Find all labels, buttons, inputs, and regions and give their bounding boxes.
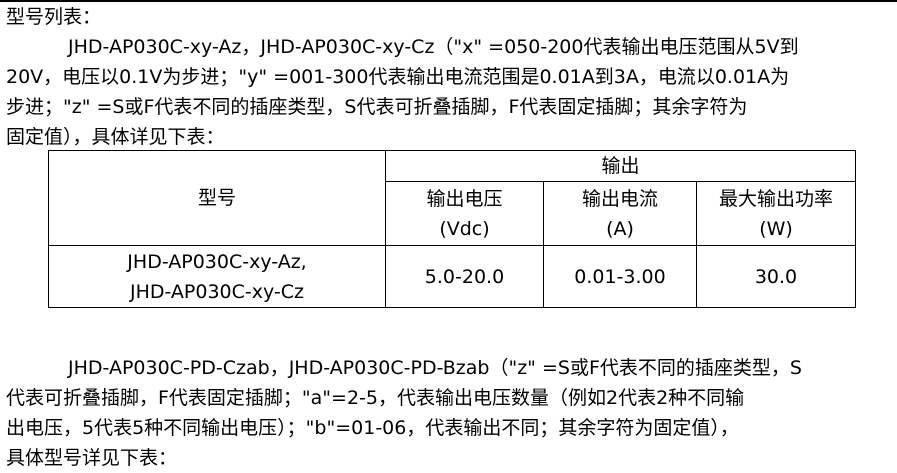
- text-line: JHD-AP030C-PD-Czab，JHD-AP030C-PD-Bzab（"z…: [68, 357, 802, 379]
- text-line: 代表可折叠插脚，F代表固定插脚；"a"=2-5，代表输出电压数量（例如2代表2种…: [6, 387, 745, 409]
- section-paragraph-2: JHD-AP030C-PD-Czab，JHD-AP030C-PD-Bzab（"z…: [6, 353, 886, 473]
- model-table: 型号 输出 输出电压 (Vdc) 输出电流 (A) 最大输出功率 (W) JHD-AP…: [48, 150, 856, 308]
- text-line: 具体型号详见下表：: [6, 447, 178, 469]
- power-cell: 30.0: [696, 245, 856, 308]
- current-header: 输出电流 (A): [543, 181, 697, 246]
- current-cell: 0.01-3.00: [543, 245, 697, 308]
- voltage-header: 输出电压 (Vdc): [385, 181, 544, 246]
- voltage-cell: 5.0-20.0: [385, 245, 544, 308]
- text-line: 固定值），具体详见下表：: [6, 126, 225, 148]
- section-paragraph-1: 型号列表： JHD-AP030C-xy-Az，JHD-AP030C-xy-Cz（…: [6, 2, 886, 152]
- model-header: 型号: [48, 150, 386, 246]
- top-border: [0, 0, 897, 2]
- section-heading: 型号列表：: [6, 6, 102, 28]
- text-line: 步进；"z" =S或F代表不同的插座类型，S代表可折叠插脚，F代表固定插脚；其余…: [6, 96, 748, 118]
- model-cell: JHD-AP030C-xy-Az, JHD-AP030C-xy-Cz: [48, 245, 386, 308]
- text-line: JHD-AP030C-xy-Az，JHD-AP030C-xy-Cz（"x" =0…: [68, 36, 799, 58]
- text-line: 20V，电压以0.1V为步进；"y" =001-300代表输出电流范围是0.01…: [6, 66, 790, 88]
- power-header: 最大输出功率 (W): [696, 181, 856, 246]
- output-header: 输出: [385, 150, 856, 182]
- text-line: 出电压，5代表5种不同输出电压）；"b"=01-06，代表输出不同；其余字符为固…: [6, 417, 739, 439]
- table-row: JHD-AP030C-xy-Az, JHD-AP030C-xy-Cz 5.0-20…: [48, 245, 856, 308]
